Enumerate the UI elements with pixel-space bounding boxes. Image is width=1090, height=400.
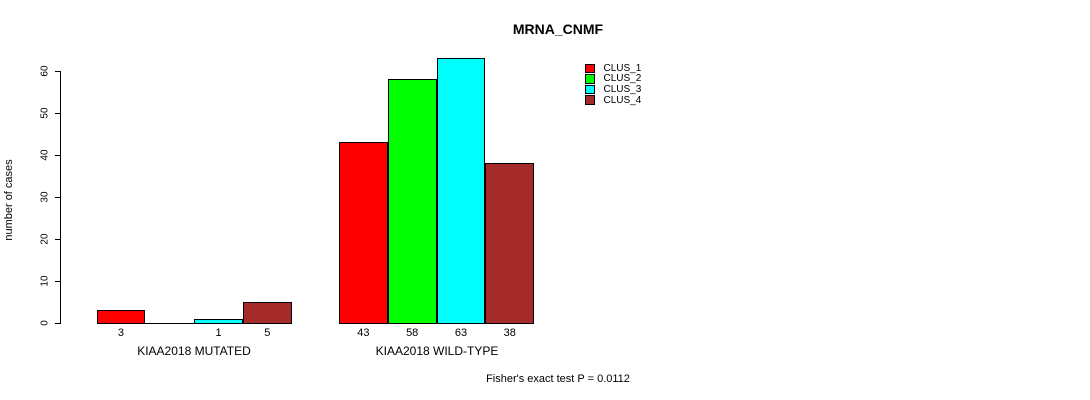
legend-item-clus_4: CLUS_4 bbox=[585, 95, 641, 106]
y-axis-tick-label: 20 bbox=[39, 233, 51, 245]
legend-label: CLUS_4 bbox=[603, 94, 642, 106]
y-axis-tick bbox=[55, 323, 60, 324]
y-axis-tick bbox=[55, 197, 60, 198]
y-axis-tick-label: 40 bbox=[39, 149, 51, 161]
fisher-test-annotation: Fisher's exact test P = 0.0112 bbox=[486, 373, 630, 385]
legend: CLUS_1 CLUS_2 CLUS_3 CLUS_4 bbox=[585, 63, 642, 106]
legend-item-clus_1: CLUS_1 bbox=[585, 63, 641, 74]
bar-value-label: 43 bbox=[357, 327, 370, 339]
y-axis-tick-label: 30 bbox=[39, 191, 51, 203]
legend-item-clus_3: CLUS_3 bbox=[585, 84, 641, 95]
y-axis-tick bbox=[55, 113, 60, 114]
bar-clus_4 bbox=[242, 302, 292, 324]
y-axis-tick bbox=[55, 281, 60, 282]
chart-title: MRNA_CNMF bbox=[512, 21, 604, 37]
bar-value-label: 63 bbox=[454, 327, 468, 339]
bar-value-label: 5 bbox=[264, 327, 271, 339]
legend-swatch-icon bbox=[585, 63, 595, 74]
legend-swatch-icon bbox=[585, 74, 595, 84]
legend-label: CLUS_3 bbox=[603, 83, 642, 95]
x-group-label-wildtype: KIAA2018 WILD-TYPE bbox=[375, 344, 499, 358]
legend-label: CLUS_2 bbox=[603, 73, 642, 85]
bar-value-label: 38 bbox=[503, 327, 516, 339]
bar-clus_2 bbox=[387, 79, 437, 324]
y-axis-label: number of cases bbox=[3, 159, 15, 241]
bar-clus_3 bbox=[436, 58, 486, 324]
bar-value-label: 58 bbox=[406, 327, 419, 339]
bar-clus_1 bbox=[339, 142, 388, 324]
y-axis-tick-label: 50 bbox=[39, 107, 51, 119]
bar-clus_1 bbox=[96, 310, 146, 324]
bar-clus_2-zero bbox=[145, 323, 195, 324]
bar-clus_3 bbox=[194, 318, 243, 324]
bar-value-label: 1 bbox=[215, 327, 222, 339]
y-axis-tick bbox=[55, 71, 60, 72]
y-axis-tick bbox=[55, 239, 60, 240]
bar-value-label: 3 bbox=[117, 327, 124, 339]
y-axis-tick-label: 0 bbox=[39, 320, 51, 326]
y-axis-tick-label: 10 bbox=[39, 275, 51, 287]
x-group-label-mutated: KIAA2018 MUTATED bbox=[137, 344, 251, 358]
legend-label: CLUS_1 bbox=[603, 62, 642, 74]
bar-clus_4 bbox=[485, 163, 535, 324]
y-axis-line bbox=[60, 71, 61, 324]
legend-item-clus_2: CLUS_2 bbox=[585, 73, 642, 85]
legend-swatch-icon bbox=[585, 84, 595, 95]
legend-swatch-icon bbox=[585, 95, 595, 105]
y-axis-tick-label: 60 bbox=[39, 65, 51, 77]
y-axis-tick bbox=[55, 155, 60, 156]
